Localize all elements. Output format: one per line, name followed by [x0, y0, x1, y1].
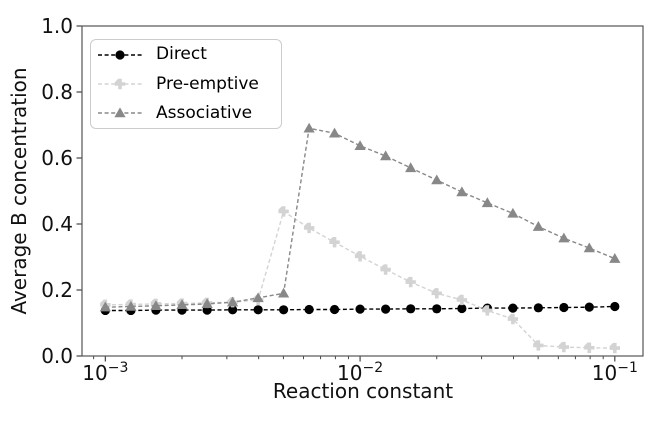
- data-point-marker: [431, 288, 442, 299]
- data-point-marker: [533, 340, 544, 351]
- series-direct-line: [105, 305, 615, 312]
- data-point-marker: [354, 251, 366, 262]
- data-point-marker: [559, 302, 569, 313]
- data-point-marker: [584, 302, 594, 312]
- data-point-marker: [150, 300, 162, 311]
- legend-marker-pre-emptive-icon: [98, 78, 142, 90]
- data-point-marker: [406, 304, 416, 314]
- data-point-marker: [278, 287, 290, 298]
- data-point-marker: [405, 276, 416, 288]
- data-point-marker: [507, 207, 519, 218]
- series-pre-emptive-line: [105, 210, 615, 349]
- data-point-marker: [507, 313, 519, 325]
- data-point-marker: [354, 140, 366, 150]
- legend-label-pre-emptive: Pre-emptive: [156, 73, 259, 94]
- data-point-marker: [558, 232, 570, 243]
- data-point-marker: [431, 174, 443, 185]
- y-tick-label: 0.0: [41, 344, 73, 368]
- series-associative: [99, 122, 621, 312]
- y-axis-label: Average B concentration: [7, 67, 31, 315]
- data-point-marker: [279, 305, 289, 315]
- legend: Direct Pre-emptive Associative: [90, 39, 282, 129]
- x-tick-base: 10: [337, 361, 362, 385]
- data-point-marker: [125, 300, 137, 311]
- legend-item-pre-emptive: Pre-emptive: [97, 70, 281, 99]
- data-point-marker: [304, 304, 314, 315]
- x-tick-label: 10−3: [82, 360, 128, 385]
- data-point-marker: [381, 304, 391, 314]
- data-point-marker: [609, 253, 621, 263]
- data-point-marker: [228, 305, 238, 315]
- y-tick-label: 0.6: [41, 146, 73, 170]
- x-tick-exponent: −1: [617, 360, 638, 376]
- data-point-marker: [482, 305, 493, 316]
- series-associative-line: [105, 127, 616, 308]
- legend-item-associative: Associative: [97, 99, 281, 128]
- data-point-marker: [227, 296, 239, 307]
- legend-marker-associative-icon: [98, 107, 142, 118]
- data-point-marker: [328, 127, 341, 138]
- data-point-marker: [176, 299, 188, 310]
- x-tick-base: 10: [592, 361, 617, 385]
- data-point-marker: [583, 242, 595, 253]
- data-point-marker: [558, 341, 570, 353]
- data-point-marker: [456, 186, 468, 197]
- data-point-marker: [303, 222, 315, 234]
- legend-marker-direct-icon: [98, 50, 142, 60]
- data-point-marker: [533, 303, 543, 313]
- data-point-marker: [432, 304, 442, 314]
- data-point-marker: [609, 342, 621, 354]
- data-point-marker: [114, 78, 126, 90]
- data-point-marker: [252, 292, 264, 303]
- legend-item-direct: Direct: [97, 40, 281, 69]
- x-axis-label: Reaction constant: [272, 379, 454, 403]
- data-point-marker: [380, 264, 391, 275]
- legend-label-associative: Associative: [156, 102, 253, 123]
- data-point-marker: [481, 197, 493, 208]
- x-tick-exponent: −3: [108, 360, 129, 376]
- x-tick-base: 10: [82, 361, 107, 385]
- data-point-marker: [303, 122, 315, 133]
- y-tick-label: 0.8: [41, 80, 73, 104]
- data-point-marker: [278, 206, 289, 217]
- data-point-marker: [584, 342, 595, 353]
- data-point-marker: [201, 298, 213, 309]
- y-tick-label: 0.2: [41, 278, 73, 302]
- data-point-marker: [329, 236, 340, 248]
- plot-spines: [81, 25, 644, 357]
- data-point-marker: [115, 50, 125, 60]
- data-point-marker: [405, 162, 417, 173]
- data-point-marker: [508, 303, 518, 313]
- data-point-marker: [456, 294, 468, 306]
- data-point-marker: [329, 304, 340, 315]
- data-point-marker: [610, 301, 620, 312]
- x-tick-label: 10−1: [592, 360, 638, 385]
- data-point-marker: [253, 305, 263, 315]
- data-point-marker: [114, 107, 126, 118]
- data-point-marker: [380, 150, 392, 161]
- y-tick-label: 1.0: [41, 14, 73, 38]
- data-point-marker: [99, 301, 111, 312]
- data-point-marker: [532, 221, 544, 231]
- data-point-marker: [355, 304, 365, 314]
- data-point-marker: [457, 303, 467, 314]
- y-tick-label: 0.4: [41, 212, 73, 236]
- x-tick-exponent: −2: [362, 360, 383, 376]
- x-tick-label: 10−2: [337, 360, 383, 385]
- legend-label-direct: Direct: [156, 44, 207, 65]
